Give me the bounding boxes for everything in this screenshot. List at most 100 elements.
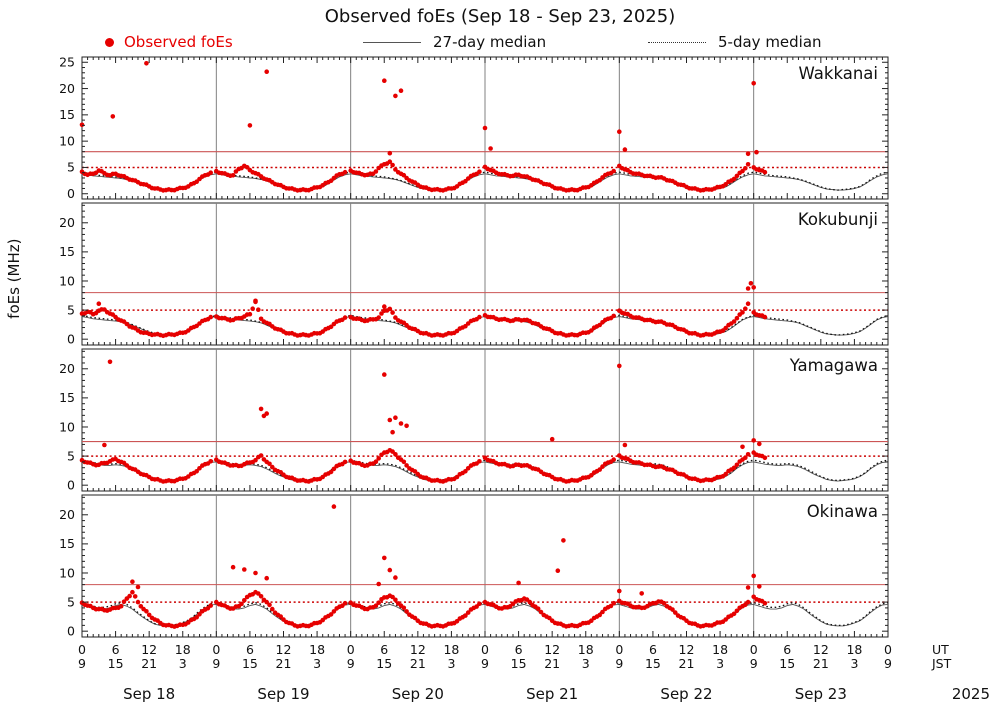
- observed-point: [331, 609, 337, 614]
- observed-point: [516, 580, 521, 586]
- x-tick-ut: 18: [309, 642, 325, 657]
- x-tick-ut: 18: [712, 642, 728, 657]
- observed-point: [132, 594, 138, 599]
- observed-point: [757, 584, 762, 589]
- observed-point: [270, 606, 275, 612]
- observed-point: [393, 452, 398, 457]
- x-tick-ut: 18: [578, 642, 594, 657]
- panel-okinawa: 0 5 10 15 20 Okinawa: [59, 494, 889, 638]
- observed-point: [264, 599, 270, 605]
- jst-axis-label: JST: [931, 656, 952, 671]
- observed-point: [342, 459, 348, 465]
- observed-point: [230, 564, 236, 570]
- observed-points: [79, 61, 768, 193]
- x-tick-ut: 12: [679, 642, 695, 657]
- observed-point: [382, 555, 387, 561]
- observed-point: [622, 442, 628, 448]
- observed-point: [734, 315, 740, 321]
- observed-point: [278, 614, 284, 619]
- year-label: 2025: [952, 685, 990, 703]
- observed-points: [79, 281, 768, 339]
- observed-point: [373, 459, 379, 465]
- observed-point: [328, 324, 334, 330]
- observed-point: [745, 151, 751, 157]
- y-tick-label: 0: [67, 623, 75, 638]
- observed-point: [387, 159, 393, 164]
- observed-point: [328, 612, 334, 617]
- observed-point: [597, 177, 602, 183]
- x-tick-ut: 12: [276, 642, 292, 657]
- x-tick-jst: 9: [750, 656, 758, 671]
- observed-point: [130, 589, 135, 595]
- observed-point: [96, 301, 102, 307]
- observed-point: [135, 599, 141, 605]
- x-axis-labels: 0961512211830961512211830961512211830961…: [78, 642, 990, 703]
- x-tick-ut: 6: [649, 642, 657, 657]
- observed-point: [144, 61, 149, 66]
- y-tick-label: 10: [59, 273, 75, 288]
- observed-point: [477, 169, 482, 174]
- observed-point: [555, 568, 561, 573]
- ticks: [81, 204, 889, 345]
- observed-point: [376, 581, 382, 587]
- x-tick-jst: 15: [645, 656, 661, 671]
- observed-point: [253, 570, 258, 576]
- y-tick-label: 0: [67, 477, 75, 492]
- median5-dotted-line-icon: [648, 41, 706, 43]
- x-tick-ut: 0: [615, 642, 623, 657]
- observed-point: [617, 588, 622, 594]
- x-tick-ut: 0: [884, 642, 892, 657]
- observed-point: [382, 372, 387, 377]
- observed-point: [398, 421, 404, 426]
- observed-point: [597, 612, 602, 618]
- observed-point: [740, 168, 745, 174]
- observed-point: [138, 604, 144, 609]
- observed-point: [611, 457, 616, 462]
- observed-point: [208, 170, 213, 175]
- observed-point: [762, 169, 768, 175]
- observed-point: [670, 607, 675, 612]
- x-tick-jst: 9: [884, 656, 892, 671]
- x-tick-ut: 0: [78, 642, 86, 657]
- observed-point: [253, 457, 258, 463]
- observed-point: [376, 600, 382, 605]
- observed-point: [242, 598, 247, 603]
- observed-point: [734, 173, 740, 179]
- observed-point: [390, 310, 395, 315]
- x-tick-ut: 6: [112, 642, 120, 657]
- observed-point: [382, 304, 387, 309]
- x-tick-jst: 9: [481, 656, 489, 671]
- observed-point: [244, 165, 250, 170]
- y-tick-label: 10: [59, 565, 75, 580]
- x-tick-ut: 12: [544, 642, 560, 657]
- observed-point: [102, 442, 107, 448]
- observed-point: [342, 600, 348, 606]
- x-tick-ut: 12: [813, 642, 829, 657]
- y-tick-label: 15: [59, 536, 75, 551]
- observed-points: [79, 359, 768, 484]
- x-tick-ut: 6: [515, 642, 523, 657]
- observed-point: [267, 461, 272, 467]
- observed-point: [379, 311, 384, 316]
- x-tick-ut: 12: [141, 642, 157, 657]
- observed-point: [463, 469, 468, 474]
- ut-axis-label: UT: [932, 642, 949, 657]
- observed-point: [617, 129, 622, 134]
- x-tick-jst: 15: [108, 656, 124, 671]
- observed-point: [734, 462, 740, 468]
- observed-point: [258, 594, 264, 599]
- observed-point: [482, 125, 488, 131]
- observed-point: [731, 611, 737, 617]
- observed-dot-icon: [105, 37, 114, 47]
- legend-observed: Observed foEs: [105, 32, 233, 52]
- observed-point: [477, 459, 482, 464]
- y-tick-label: 20: [59, 507, 75, 522]
- observed-point: [208, 459, 213, 464]
- station-label: Yamagawa: [789, 356, 878, 375]
- observed-point: [401, 172, 407, 178]
- observed-point: [611, 168, 616, 174]
- y-tick-label: 20: [59, 361, 75, 376]
- x-tick-jst: 21: [813, 656, 829, 671]
- chart-title: Observed foEs (Sep 18 - Sep 23, 2025): [324, 6, 676, 27]
- observed-point: [264, 69, 270, 74]
